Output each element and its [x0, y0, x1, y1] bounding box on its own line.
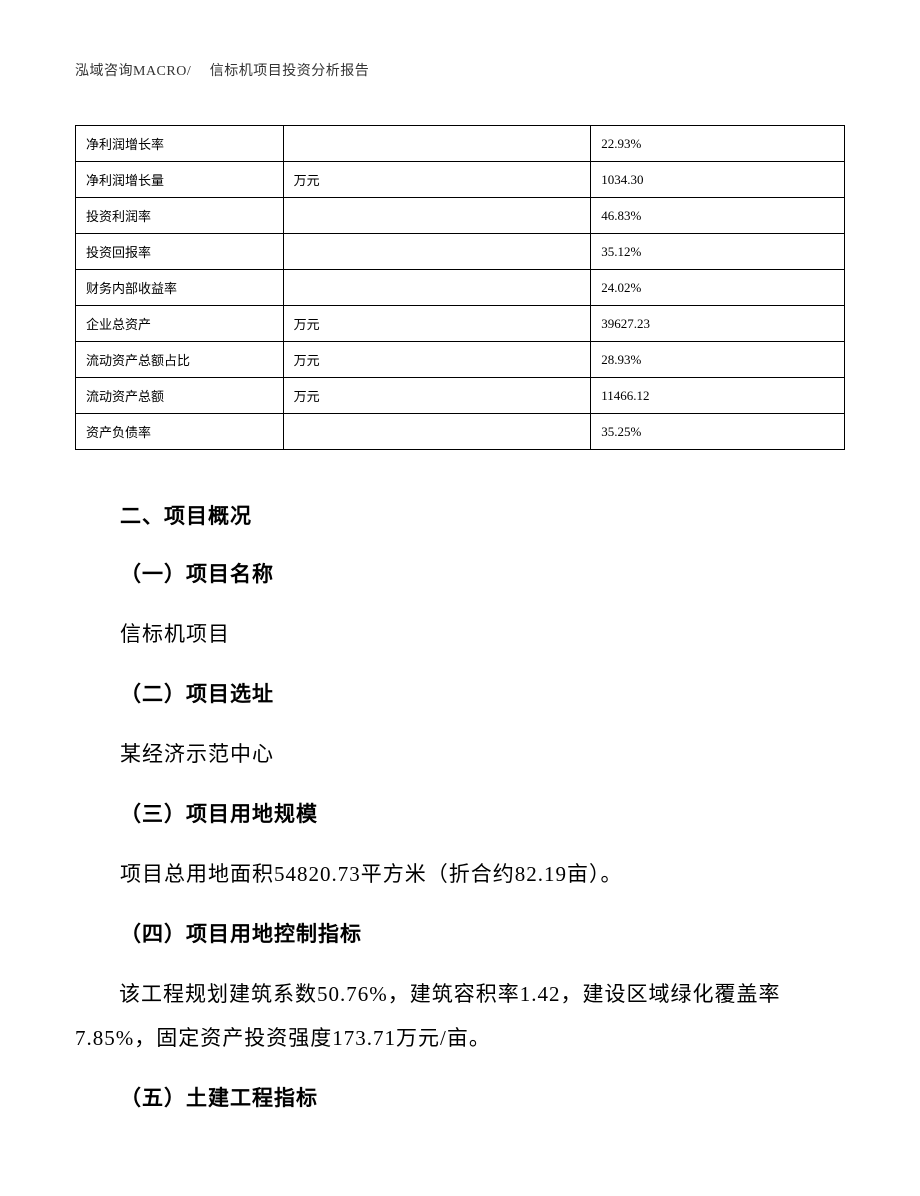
row-value: 35.25%	[591, 414, 845, 450]
body-text-3: 项目总用地面积54820.73平方米（折合约82.19亩）。	[120, 852, 800, 896]
row-unit	[283, 414, 591, 450]
subsection-heading-4: （四）项目用地控制指标	[120, 918, 800, 948]
row-label: 投资回报率	[76, 234, 284, 270]
row-unit	[283, 234, 591, 270]
table-row: 企业总资产 万元 39627.23	[76, 306, 845, 342]
document-page: 泓域咨询MACRO/ 信标机项目投资分析报告 净利润增长率 22.93% 净利润…	[0, 0, 920, 1196]
content-section: 二、项目概况 （一）项目名称 信标机项目 （二）项目选址 某经济示范中心 （三）…	[75, 500, 845, 1112]
body-text-1: 信标机项目	[120, 612, 800, 656]
row-value: 24.02%	[591, 270, 845, 306]
row-unit	[283, 126, 591, 162]
row-label: 净利润增长量	[76, 162, 284, 198]
row-label: 资产负债率	[76, 414, 284, 450]
row-label: 投资利润率	[76, 198, 284, 234]
row-value: 22.93%	[591, 126, 845, 162]
subsection-heading-3: （三）项目用地规模	[120, 798, 800, 828]
table-row: 投资利润率 46.83%	[76, 198, 845, 234]
row-value: 11466.12	[591, 378, 845, 414]
header-text: 泓域咨询MACRO/ 信标机项目投资分析报告	[75, 64, 369, 79]
row-label: 净利润增长率	[76, 126, 284, 162]
page-header: 泓域咨询MACRO/ 信标机项目投资分析报告	[75, 60, 845, 80]
table-row: 资产负债率 35.25%	[76, 414, 845, 450]
row-unit	[283, 270, 591, 306]
row-unit: 万元	[283, 378, 591, 414]
row-unit: 万元	[283, 306, 591, 342]
table-row: 投资回报率 35.12%	[76, 234, 845, 270]
row-label: 企业总资产	[76, 306, 284, 342]
financial-data-table: 净利润增长率 22.93% 净利润增长量 万元 1034.30 投资利润率 46…	[75, 125, 845, 450]
row-unit	[283, 198, 591, 234]
row-value: 28.93%	[591, 342, 845, 378]
table-row: 流动资产总额占比 万元 28.93%	[76, 342, 845, 378]
table-row: 流动资产总额 万元 11466.12	[76, 378, 845, 414]
row-value: 39627.23	[591, 306, 845, 342]
table-row: 财务内部收益率 24.02%	[76, 270, 845, 306]
row-unit: 万元	[283, 342, 591, 378]
table-row: 净利润增长率 22.93%	[76, 126, 845, 162]
row-value: 1034.30	[591, 162, 845, 198]
body-text-2: 某经济示范中心	[120, 732, 800, 776]
row-label: 流动资产总额	[76, 378, 284, 414]
row-label: 财务内部收益率	[76, 270, 284, 306]
row-unit: 万元	[283, 162, 591, 198]
main-section-heading: 二、项目概况	[120, 500, 800, 530]
subsection-heading-5: （五）土建工程指标	[120, 1082, 800, 1112]
subsection-heading-1: （一）项目名称	[120, 558, 800, 588]
row-value: 46.83%	[591, 198, 845, 234]
row-value: 35.12%	[591, 234, 845, 270]
body-text-4: 该工程规划建筑系数50.76%，建筑容积率1.42，建设区域绿化覆盖率7.85%…	[75, 972, 800, 1060]
subsection-heading-2: （二）项目选址	[120, 678, 800, 708]
row-label: 流动资产总额占比	[76, 342, 284, 378]
table-row: 净利润增长量 万元 1034.30	[76, 162, 845, 198]
